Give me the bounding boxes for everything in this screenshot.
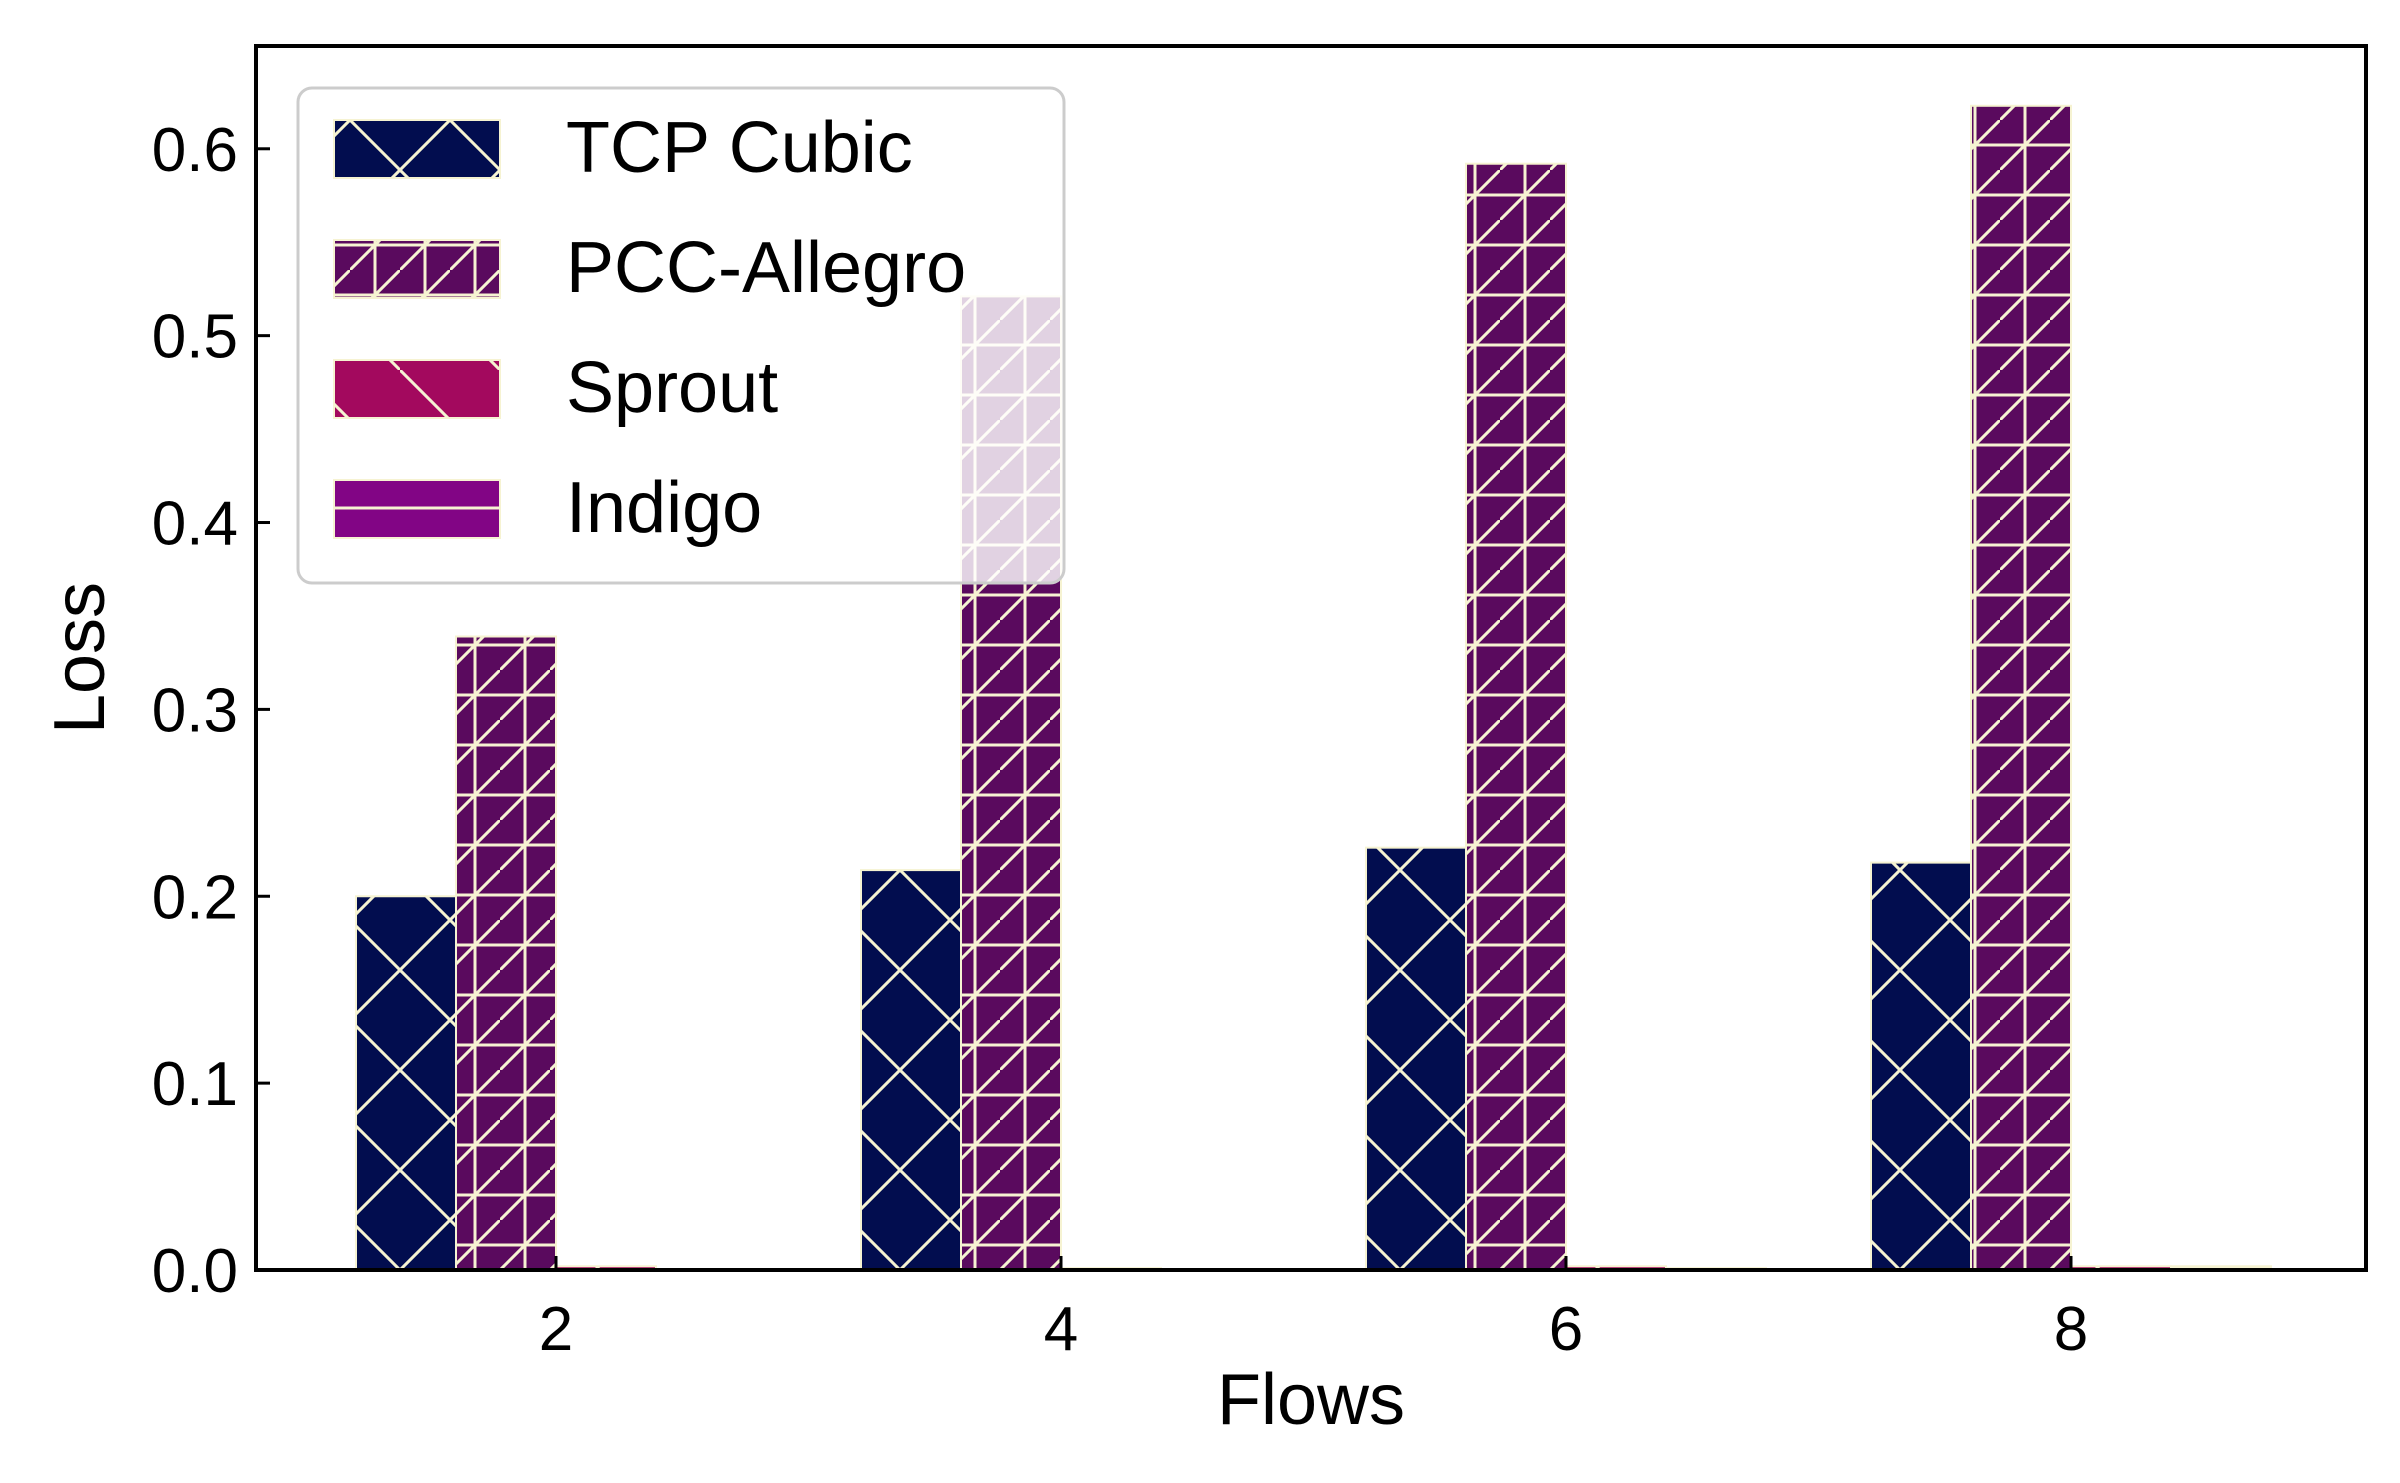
x-axis-label: Flows [1217,1360,1405,1440]
bar-pcc-allegro-6 [1465,162,1567,1271]
y-axis-label: Loss [40,582,120,734]
legend-label: Indigo [566,468,762,548]
y-tick-label: 0.0 [152,1237,238,1306]
legend: TCP Cubic PCC-Allegro Sprout Indigo [296,86,1066,585]
y-tick-label: 0.2 [152,863,238,932]
y-tick-label: 0.4 [152,490,238,559]
y-tick-label: 0.6 [152,116,238,185]
y-tick-label: 0.5 [152,303,238,372]
bar-tcp-cubic-4 [860,869,962,1271]
bar-pcc-allegro-8 [1970,104,2072,1272]
plot-frame [254,44,2368,1272]
legend-label: PCC-Allegro [566,228,966,308]
x-tick-label: 6 [1549,1295,1583,1364]
bars-group [355,104,2272,1272]
legend-swatch-sprout [333,359,501,419]
legend-swatch-tcp-cubic [333,119,501,179]
legend-box [296,86,1066,585]
bar-tcp-cubic-6 [1365,846,1467,1271]
legend-swatch-pcc-allegro [333,239,501,299]
x-tick-label: 2 [539,1295,573,1364]
legend-swatch-indigo [333,479,501,539]
y-tick-label: 0.1 [152,1050,238,1119]
bar-tcp-cubic-2 [355,895,457,1271]
y-axis: 0.0 0.1 0.2 0.3 0.4 0.5 0.6 [152,116,270,1306]
x-axis: 2 4 6 8 [539,1256,2088,1364]
bar-tcp-cubic-8 [1870,861,1972,1272]
x-tick-label: 4 [1044,1295,1078,1364]
y-tick-label: 0.3 [152,676,238,745]
legend-label: Sprout [566,348,778,428]
x-tick-label: 8 [2054,1295,2088,1364]
bar-pcc-allegro-2 [455,635,557,1271]
legend-label: TCP Cubic [566,108,913,188]
